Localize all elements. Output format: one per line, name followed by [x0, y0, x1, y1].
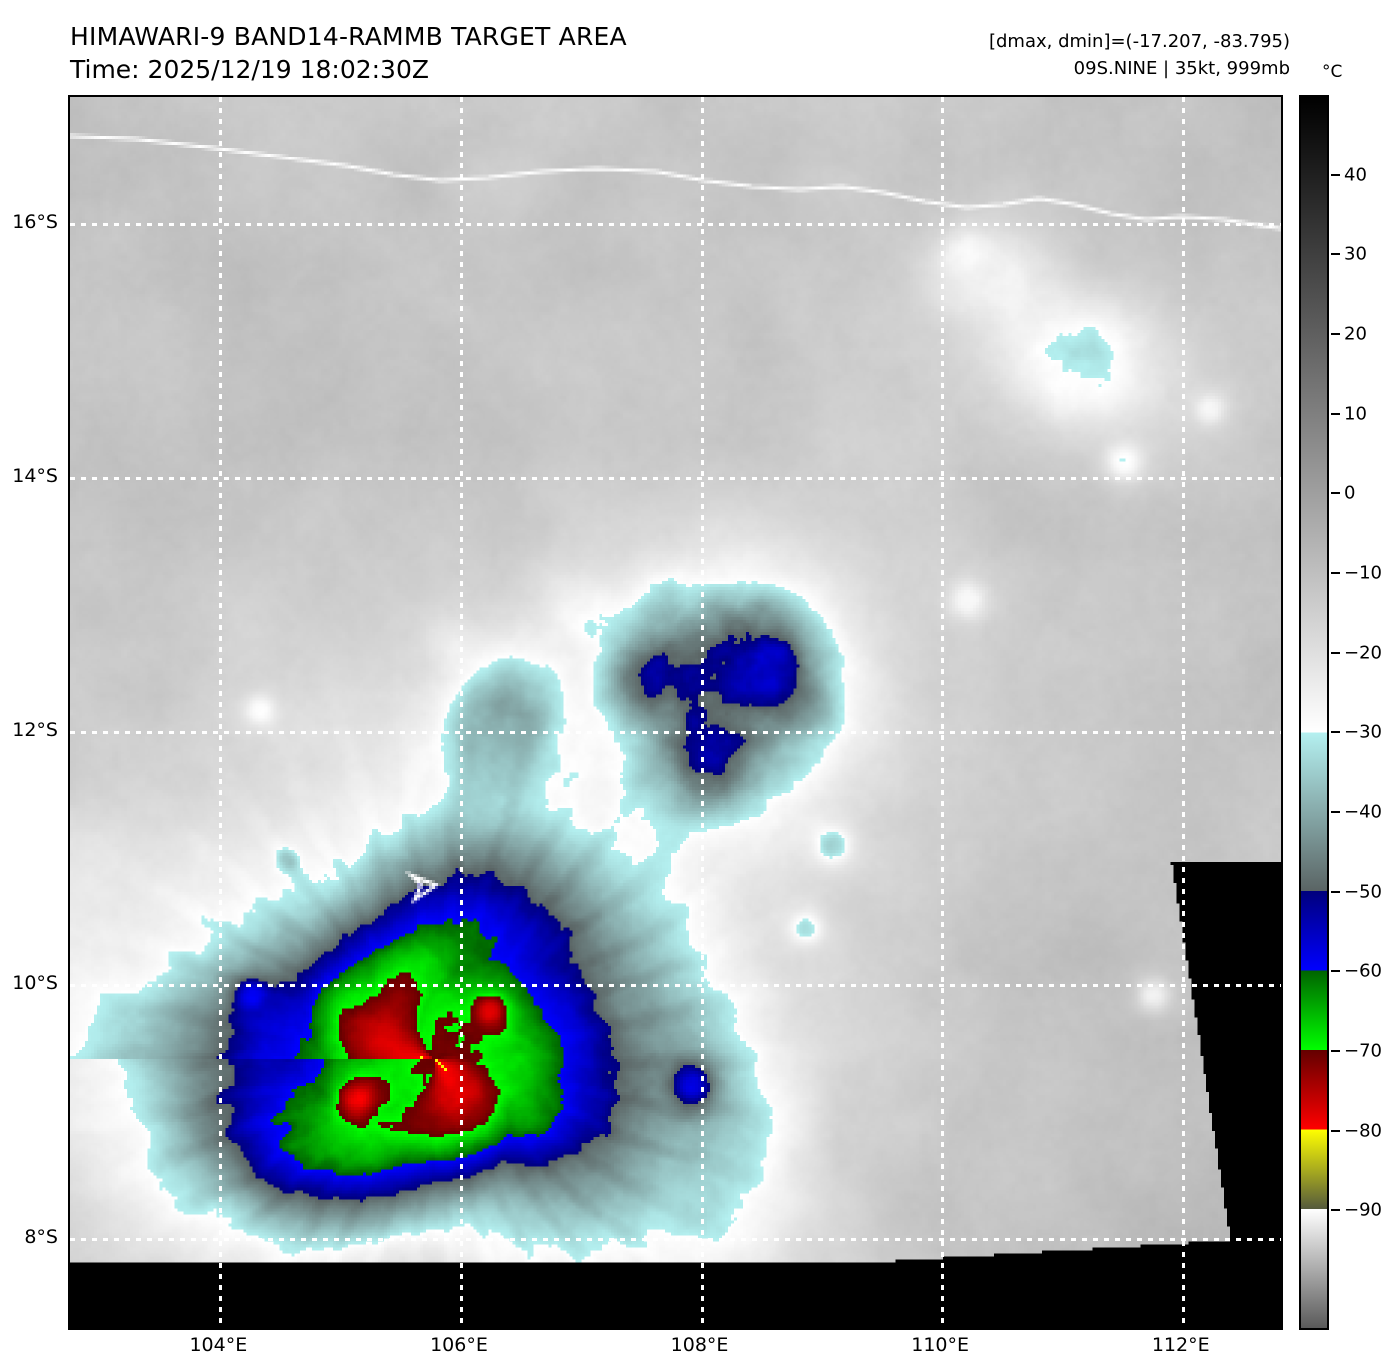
lat-tick-label: 12°S [12, 718, 58, 741]
page-title: HIMAWARI-9 BAND14-RAMMB TARGET AREA [70, 22, 627, 51]
colorbar-tick [1331, 890, 1340, 893]
colorbar-tick [1331, 811, 1340, 814]
colorbar-tick-label: 30 [1344, 243, 1367, 265]
colorbar-tick-label: −60 [1344, 960, 1382, 982]
dmax-dmin-label: [dmax, dmin]=(-17.207, -83.795) [988, 31, 1290, 52]
timestamp-label: Time: 2025/12/19 18:02:30Z [70, 55, 429, 84]
colorbar-tick [1331, 572, 1340, 575]
colorbar-tick-label: 40 [1344, 164, 1367, 186]
lat-tick-label: 8°S [24, 1226, 58, 1249]
colorbar-tick [1331, 1129, 1340, 1132]
colorbar-tick-label: −30 [1344, 721, 1382, 743]
colorbar-tick-label: −50 [1344, 881, 1382, 903]
temperature-colorbar [1299, 95, 1329, 1330]
satellite-map-plot: Copyright © 2020-2025 Dapiya [68, 95, 1283, 1330]
colorbar-tick [1331, 333, 1340, 336]
colorbar-tick [1331, 173, 1340, 176]
lat-tick-label: 16°S [12, 210, 58, 233]
colorbar-tick [1331, 253, 1340, 256]
colorbar-tick [1331, 731, 1340, 734]
lat-tick-label: 14°S [12, 464, 58, 487]
lon-tick-label: 104°E [189, 1334, 248, 1356]
colorbar-tick [1331, 970, 1340, 973]
colorbar-tick-label: −10 [1344, 562, 1382, 584]
colorbar-tick [1331, 1050, 1340, 1053]
colorbar-gradient [1301, 97, 1327, 1328]
storm-info-label: 09S.NINE | 35kt, 999mb [1073, 58, 1290, 79]
colorbar-tick-label: −70 [1344, 1040, 1382, 1062]
colorbar-tick [1331, 492, 1340, 495]
colorbar-tick-label: −20 [1344, 642, 1382, 664]
lon-tick-label: 108°E [670, 1334, 729, 1356]
lon-tick-label: 110°E [911, 1334, 970, 1356]
colorbar-unit-label: °C [1322, 62, 1343, 82]
lat-tick-label: 10°S [12, 972, 58, 995]
colorbar-tick-label: −90 [1344, 1199, 1382, 1221]
colorbar-tick [1331, 1209, 1340, 1212]
colorbar-tick-label: −40 [1344, 801, 1382, 823]
colorbar-tick [1331, 651, 1340, 654]
infrared-imagery-canvas [70, 97, 1281, 1328]
colorbar-tick-label: −80 [1344, 1120, 1382, 1142]
colorbar-tick-label: 20 [1344, 323, 1367, 345]
colorbar-tick [1331, 412, 1340, 415]
colorbar-tick-label: 0 [1344, 482, 1356, 504]
colorbar-tick-label: 10 [1344, 403, 1367, 425]
lon-tick-label: 112°E [1151, 1334, 1210, 1356]
lon-tick-label: 106°E [430, 1334, 488, 1356]
